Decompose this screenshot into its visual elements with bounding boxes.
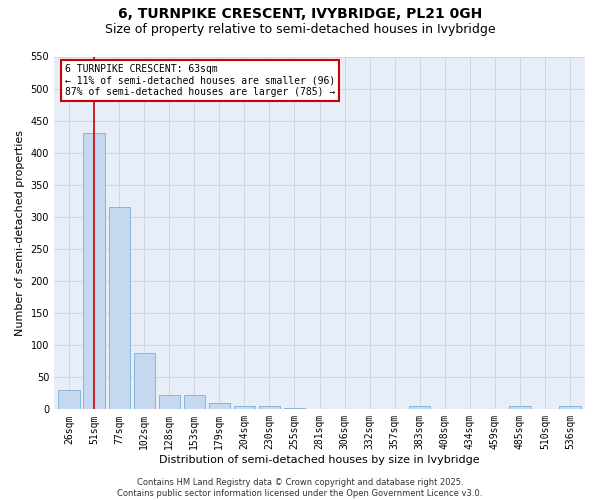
Bar bbox=[559, 406, 581, 409]
Bar bbox=[184, 394, 205, 409]
X-axis label: Distribution of semi-detached houses by size in Ivybridge: Distribution of semi-detached houses by … bbox=[159, 455, 480, 465]
Bar bbox=[58, 390, 80, 409]
Y-axis label: Number of semi-detached properties: Number of semi-detached properties bbox=[15, 130, 25, 336]
Text: 6 TURNPIKE CRESCENT: 63sqm
← 11% of semi-detached houses are smaller (96)
87% of: 6 TURNPIKE CRESCENT: 63sqm ← 11% of semi… bbox=[65, 64, 335, 97]
Text: Contains HM Land Registry data © Crown copyright and database right 2025.
Contai: Contains HM Land Registry data © Crown c… bbox=[118, 478, 482, 498]
Text: Size of property relative to semi-detached houses in Ivybridge: Size of property relative to semi-detach… bbox=[104, 22, 496, 36]
Text: 6, TURNPIKE CRESCENT, IVYBRIDGE, PL21 0GH: 6, TURNPIKE CRESCENT, IVYBRIDGE, PL21 0G… bbox=[118, 8, 482, 22]
Bar bbox=[259, 406, 280, 409]
Bar bbox=[284, 408, 305, 410]
Bar bbox=[158, 394, 180, 409]
Bar bbox=[234, 406, 255, 409]
Bar bbox=[509, 406, 530, 409]
Bar bbox=[209, 403, 230, 409]
Bar bbox=[83, 134, 105, 409]
Bar bbox=[134, 353, 155, 410]
Bar bbox=[409, 406, 430, 409]
Bar bbox=[109, 208, 130, 410]
